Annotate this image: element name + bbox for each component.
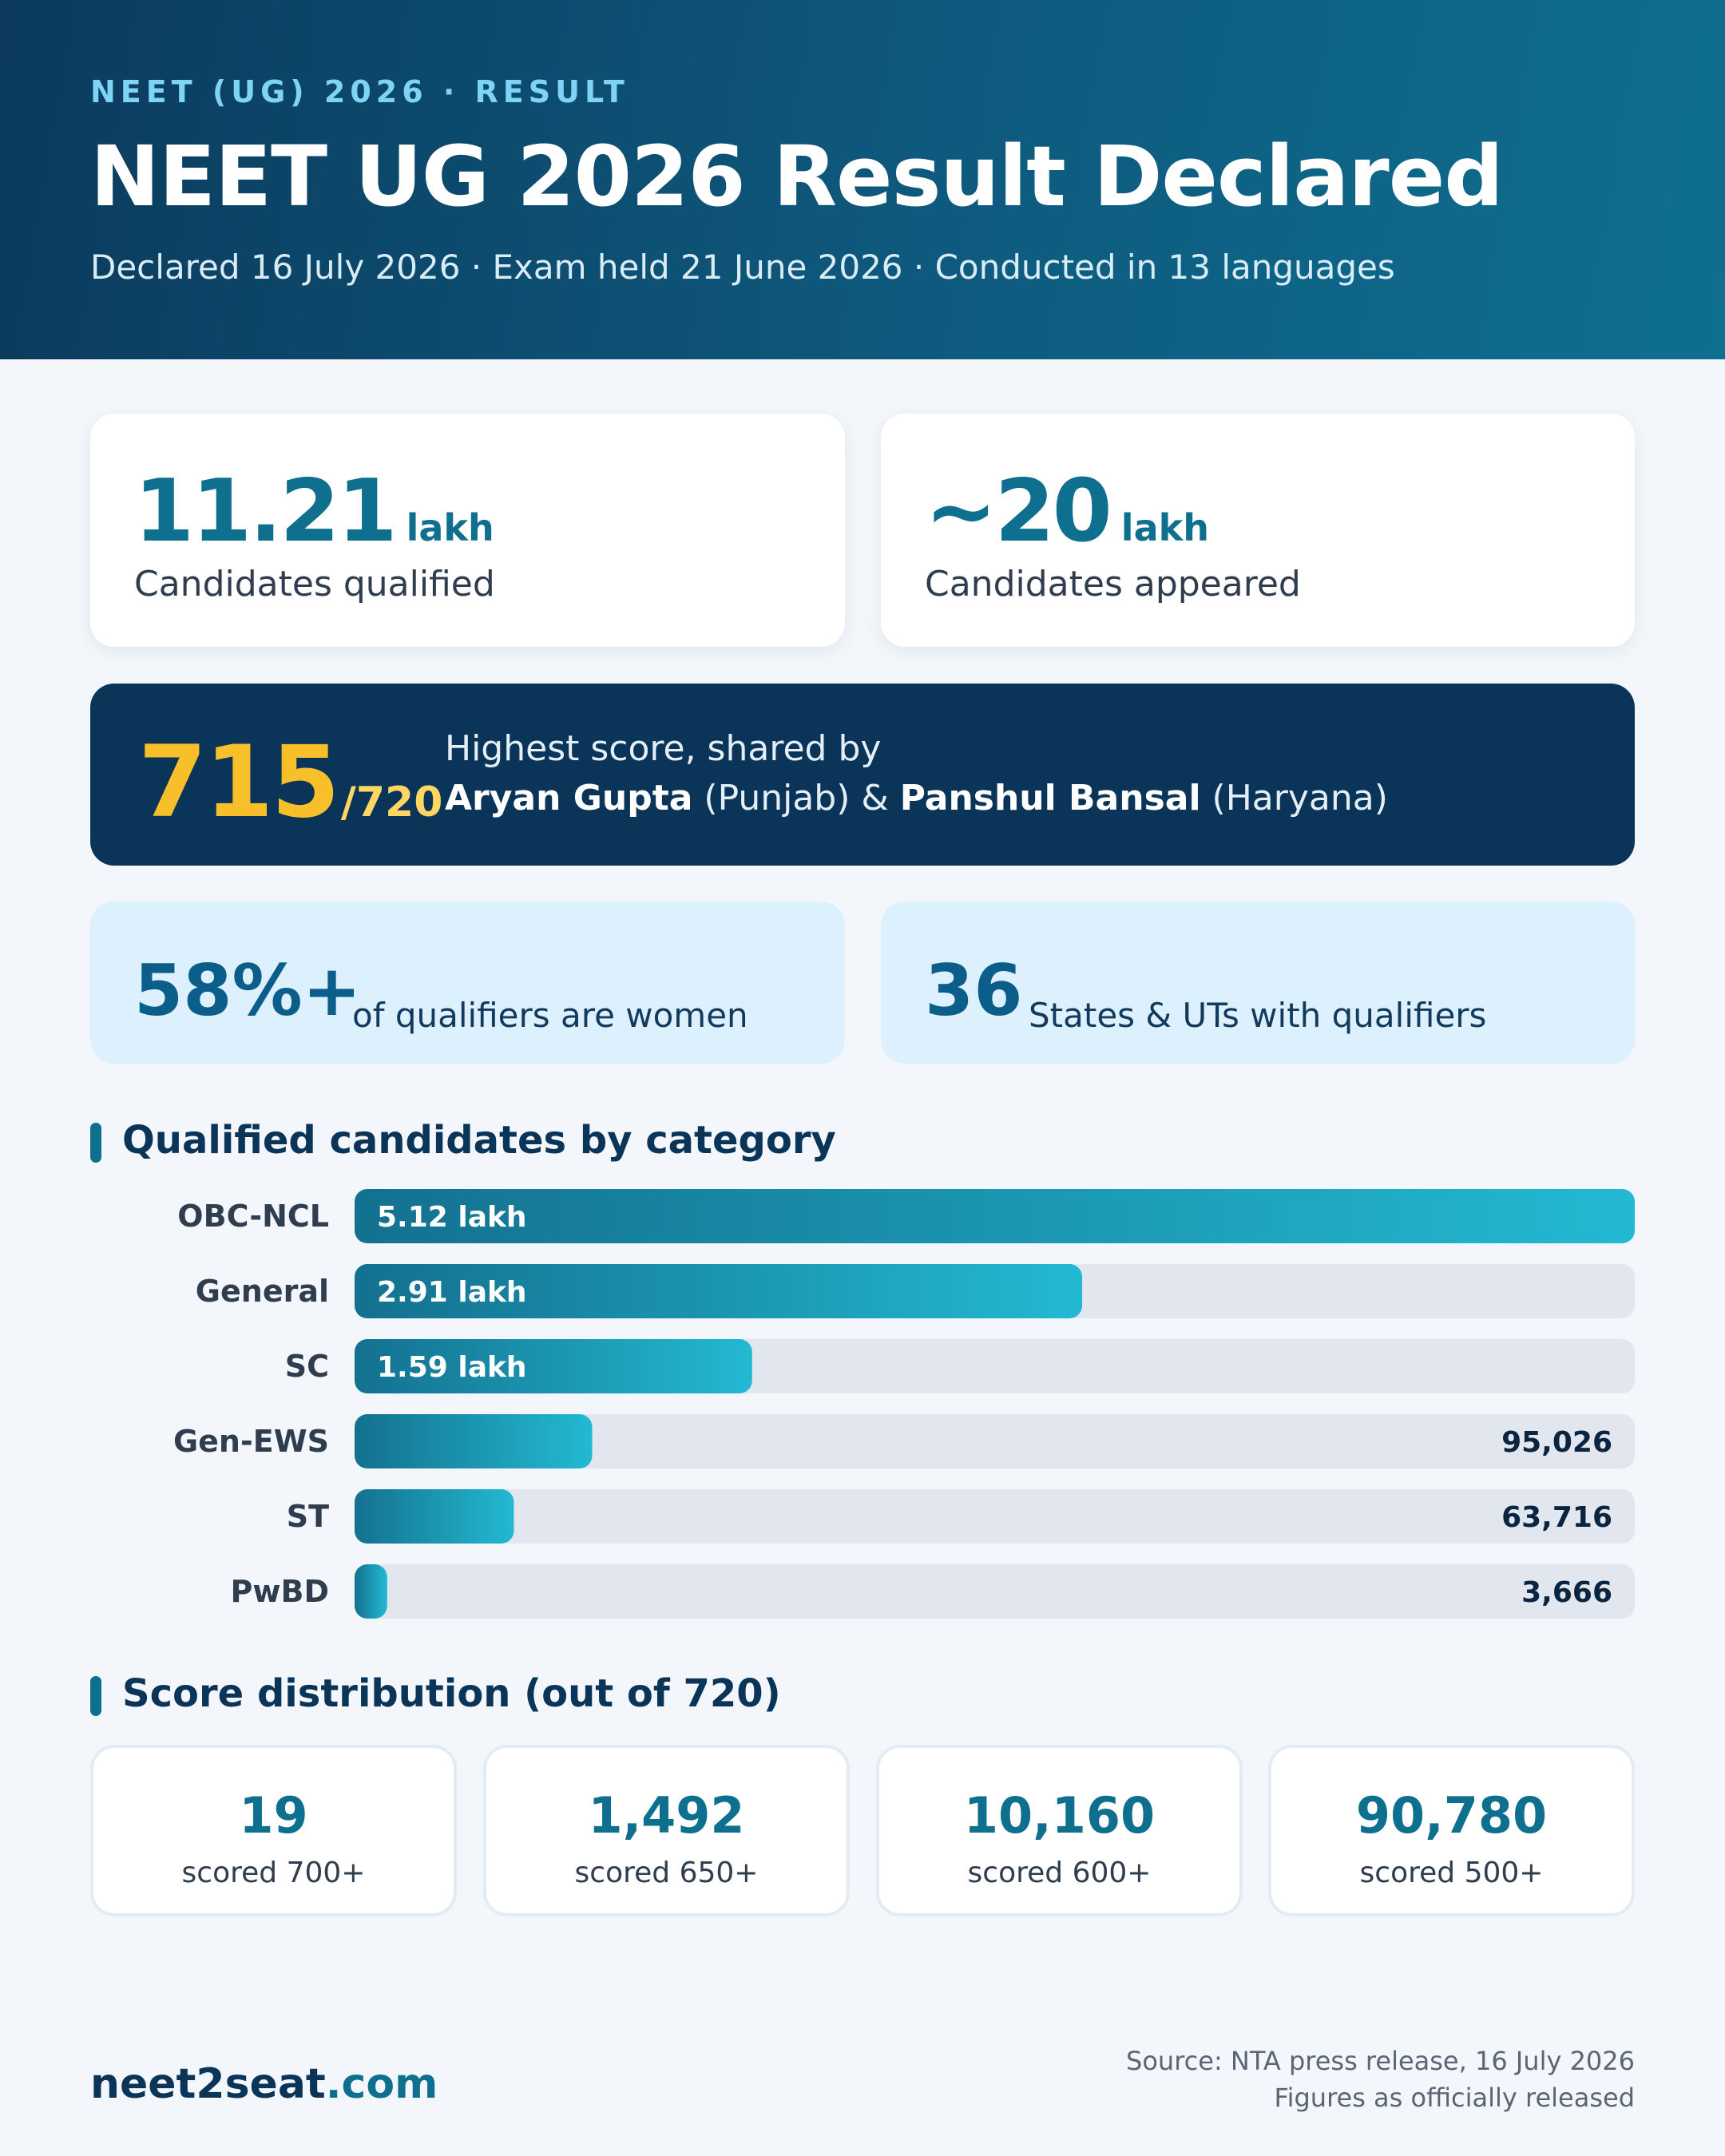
page-title: NEET UG 2026 Result Declared: [90, 128, 1504, 225]
appeared-value: ~20: [925, 462, 1112, 561]
score-threshold: scored 500+: [1359, 1857, 1544, 1889]
bar-track-sc: [355, 1339, 1635, 1393]
women-stat-card: 58%+ of qualifiers are women: [90, 902, 845, 1064]
score-card-650: 1,492 scored 650+: [483, 1745, 850, 1916]
top-score: 715/720: [138, 725, 442, 840]
appeared-label: Candidates appeared: [925, 564, 1301, 604]
states-stat-value: 36: [925, 949, 1023, 1032]
bar-category-label-sc: SC: [285, 1349, 329, 1384]
states-stat-text: States & UTs with qualifiers: [1029, 996, 1487, 1035]
bar-st: [355, 1489, 514, 1544]
score-threshold: scored 700+: [181, 1857, 366, 1889]
bar-obc-ncl: [355, 1189, 1635, 1243]
bar-track-gen-ews: [355, 1414, 1635, 1468]
bar-category-label-gen-ews: Gen-EWS: [173, 1424, 329, 1459]
qualified-label: Candidates qualified: [134, 564, 495, 604]
score-card-700: 19 scored 700+: [90, 1745, 457, 1916]
score-count: 1,492: [588, 1786, 745, 1845]
bar-value-label-general: 2.91 lakh: [377, 1276, 527, 1309]
topper-state-1: (Punjab) &: [692, 778, 900, 818]
bar-value-label-pwbd: 3,666: [1521, 1576, 1612, 1609]
bar-value-label-obc-ncl: 5.12 lakh: [377, 1201, 527, 1234]
bar-sc: [355, 1339, 752, 1393]
qualified-value: 11.21: [134, 462, 398, 561]
bar-track-obc-ncl: [355, 1189, 1635, 1243]
appeared-value-group: ~20 lakh: [925, 462, 1209, 561]
brand-domain: .com: [325, 2060, 438, 2108]
bar-value-label-gen-ews: 95,026: [1501, 1426, 1612, 1459]
bar-pwbd: [355, 1564, 387, 1619]
bar-value-label-st: 63,716: [1501, 1501, 1612, 1534]
appeared-unit: lakh: [1120, 506, 1209, 549]
women-stat-text: of qualifiers are women: [352, 996, 748, 1035]
qualified-card: 11.21 lakh Candidates qualified: [90, 414, 845, 647]
top-score-max: /720: [340, 779, 443, 826]
women-stat-value: 58%+: [134, 949, 362, 1032]
score-threshold: scored 600+: [967, 1857, 1152, 1889]
bar-value-label-sc: 1.59 lakh: [377, 1351, 527, 1384]
topper-banner: 715/720 Highest score, shared by Aryan G…: [90, 684, 1635, 866]
brand-logo[interactable]: neet2seat.com: [90, 2060, 438, 2108]
bar-track-st: [355, 1489, 1635, 1544]
page-subtitle: Declared 16 July 2026 · Exam held 21 Jun…: [90, 248, 1395, 287]
category-section-title: Qualified candidates by category: [90, 1118, 836, 1163]
source-disclaimer: Figures as officially released: [1274, 2083, 1636, 2113]
qualified-value-group: 11.21 lakh: [134, 462, 494, 561]
topper-name-2: Panshul Bansal: [899, 778, 1201, 818]
score-threshold: scored 650+: [574, 1857, 759, 1889]
top-score-value: 715: [138, 725, 340, 840]
source-note: Source: NTA press release, 16 July 2026 …: [1126, 2043, 1635, 2116]
bar-category-label-obc-ncl: OBC-NCL: [177, 1199, 329, 1234]
states-stat-card: 36 States & UTs with qualifiers: [881, 902, 1635, 1064]
score-count: 10,160: [963, 1786, 1156, 1845]
score-card-600: 10,160 scored 600+: [876, 1745, 1243, 1916]
appeared-card: ~20 lakh Candidates appeared: [881, 414, 1635, 647]
brand-name: neet2seat: [90, 2060, 326, 2108]
source-line: Source: NTA press release, 16 July 2026: [1126, 2046, 1635, 2076]
topper-name-1: Aryan Gupta: [445, 778, 693, 818]
qualified-unit: lakh: [406, 506, 494, 549]
bar-gen-ews: [355, 1414, 593, 1468]
bar-track-pwbd: [355, 1564, 1635, 1619]
topper-names: Aryan Gupta (Punjab) & Panshul Bansal (H…: [445, 778, 1388, 818]
score-card-500: 90,780 scored 500+: [1268, 1745, 1635, 1916]
score-count: 90,780: [1355, 1786, 1548, 1845]
topper-state-2: (Haryana): [1200, 778, 1388, 818]
topper-caption: Highest score, shared by: [445, 728, 882, 769]
bar-category-label-st: ST: [287, 1499, 329, 1534]
bar-general: [355, 1264, 1083, 1318]
bar-track-general: [355, 1264, 1635, 1318]
score-section-title: Score distribution (out of 720): [90, 1671, 781, 1716]
bar-category-label-pwbd: PwBD: [231, 1574, 329, 1609]
eyebrow-label: NEET (UG) 2026 · RESULT: [90, 74, 629, 109]
bar-category-label-general: General: [196, 1274, 329, 1309]
score-count: 19: [239, 1786, 308, 1845]
header-banner: NEET (UG) 2026 · RESULT NEET UG 2026 Res…: [0, 0, 1725, 359]
